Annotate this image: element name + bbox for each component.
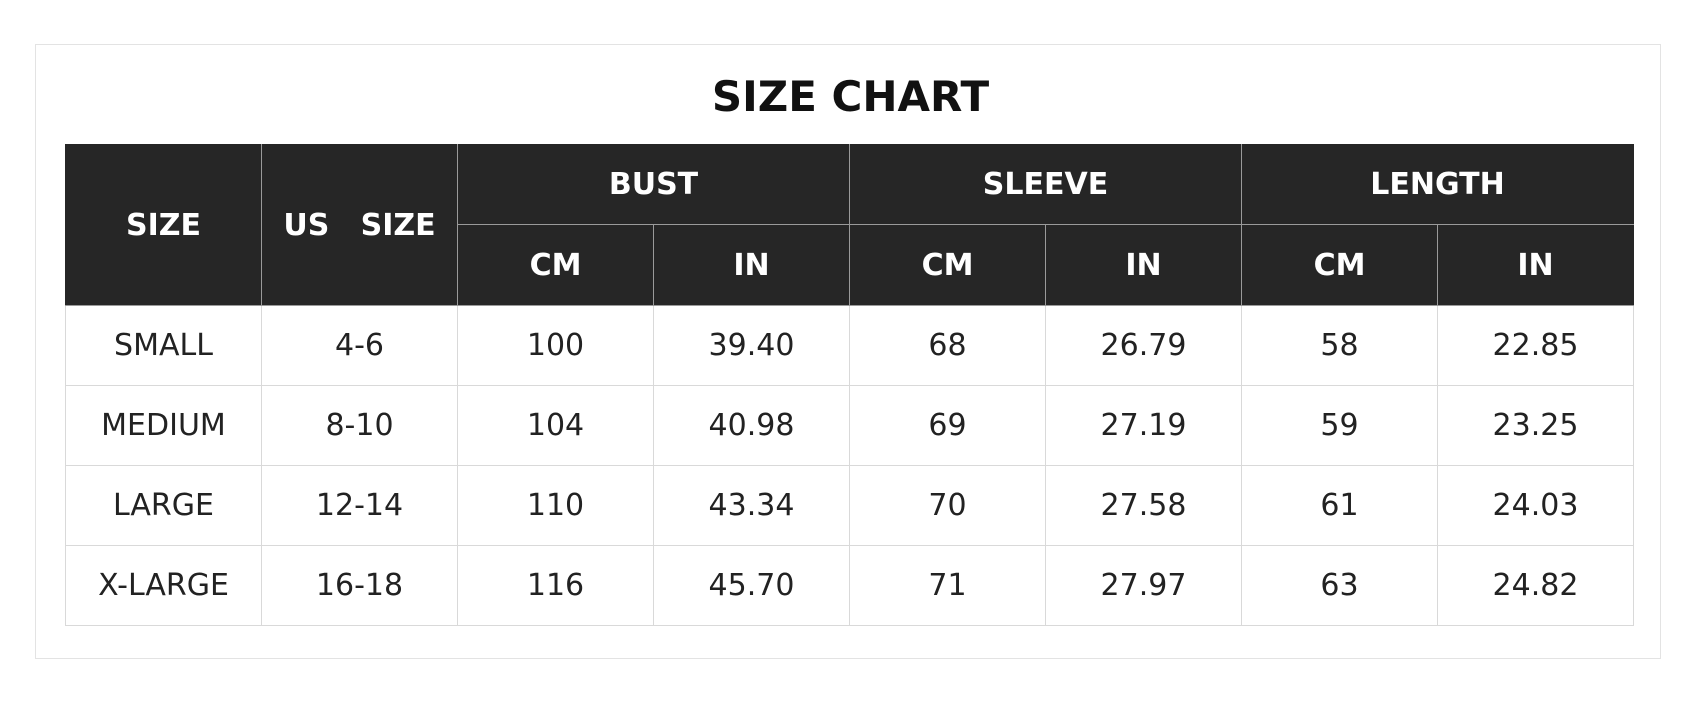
header-size: SIZE <box>65 144 262 306</box>
table-cell: 61 <box>1241 465 1438 546</box>
table-cell: 40.98 <box>653 385 850 466</box>
table-cell: X-LARGE <box>65 545 262 626</box>
table-cell: LARGE <box>65 465 262 546</box>
table-cell: 27.58 <box>1045 465 1242 546</box>
table-row: X-LARGE 16-18 116 45.70 71 27.97 63 24.82 <box>65 545 1634 626</box>
table-cell: 24.82 <box>1437 545 1634 626</box>
table-cell: SMALL <box>65 305 262 386</box>
table-cell: 26.79 <box>1045 305 1242 386</box>
table-row: LARGE 12-14 110 43.34 70 27.58 61 24.03 <box>65 465 1634 546</box>
page-title: SIZE CHART <box>711 72 990 121</box>
table-cell: 23.25 <box>1437 385 1634 466</box>
header-unit-cm: CM <box>849 224 1046 306</box>
table-cell: 59 <box>1241 385 1438 466</box>
table-row: SMALL 4-6 100 39.40 68 26.79 58 22.85 <box>65 305 1634 386</box>
table-cell: 22.85 <box>1437 305 1634 386</box>
table-cell: 16-18 <box>261 545 458 626</box>
table-cell: 24.03 <box>1437 465 1634 546</box>
table-cell: 71 <box>849 545 1046 626</box>
header-length: LENGTH <box>1241 144 1634 225</box>
table-cell: MEDIUM <box>65 385 262 466</box>
table-cell: 104 <box>457 385 654 466</box>
header-sleeve: SLEEVE <box>849 144 1242 225</box>
table-cell: 4-6 <box>261 305 458 386</box>
table-cell: 63 <box>1241 545 1438 626</box>
table-row: MEDIUM 8-10 104 40.98 69 27.19 59 23.25 <box>65 385 1634 466</box>
size-chart-table: SIZE US SIZE BUST SLEEVE LENGTH CM IN CM IN… <box>65 144 1634 626</box>
table-cell: 8-10 <box>261 385 458 466</box>
header-unit-in: IN <box>653 224 850 306</box>
table-cell: 116 <box>457 545 654 626</box>
header-unit-in: IN <box>1437 224 1634 306</box>
header-unit-cm: CM <box>1241 224 1438 306</box>
table-cell: 27.19 <box>1045 385 1242 466</box>
table-cell: 58 <box>1241 305 1438 386</box>
table-cell: 68 <box>849 305 1046 386</box>
header-unit-in: IN <box>1045 224 1242 306</box>
table-cell: 39.40 <box>653 305 850 386</box>
header-us-size: US SIZE <box>261 144 458 306</box>
header-unit-cm: CM <box>457 224 654 306</box>
table-cell: 69 <box>849 385 1046 466</box>
table-cell: 12-14 <box>261 465 458 546</box>
header-bust: BUST <box>457 144 850 225</box>
table-cell: 70 <box>849 465 1046 546</box>
table-cell: 43.34 <box>653 465 850 546</box>
table-cell: 100 <box>457 305 654 386</box>
size-chart-frame <box>35 44 1661 659</box>
table-cell: 110 <box>457 465 654 546</box>
table-cell: 45.70 <box>653 545 850 626</box>
table-cell: 27.97 <box>1045 545 1242 626</box>
